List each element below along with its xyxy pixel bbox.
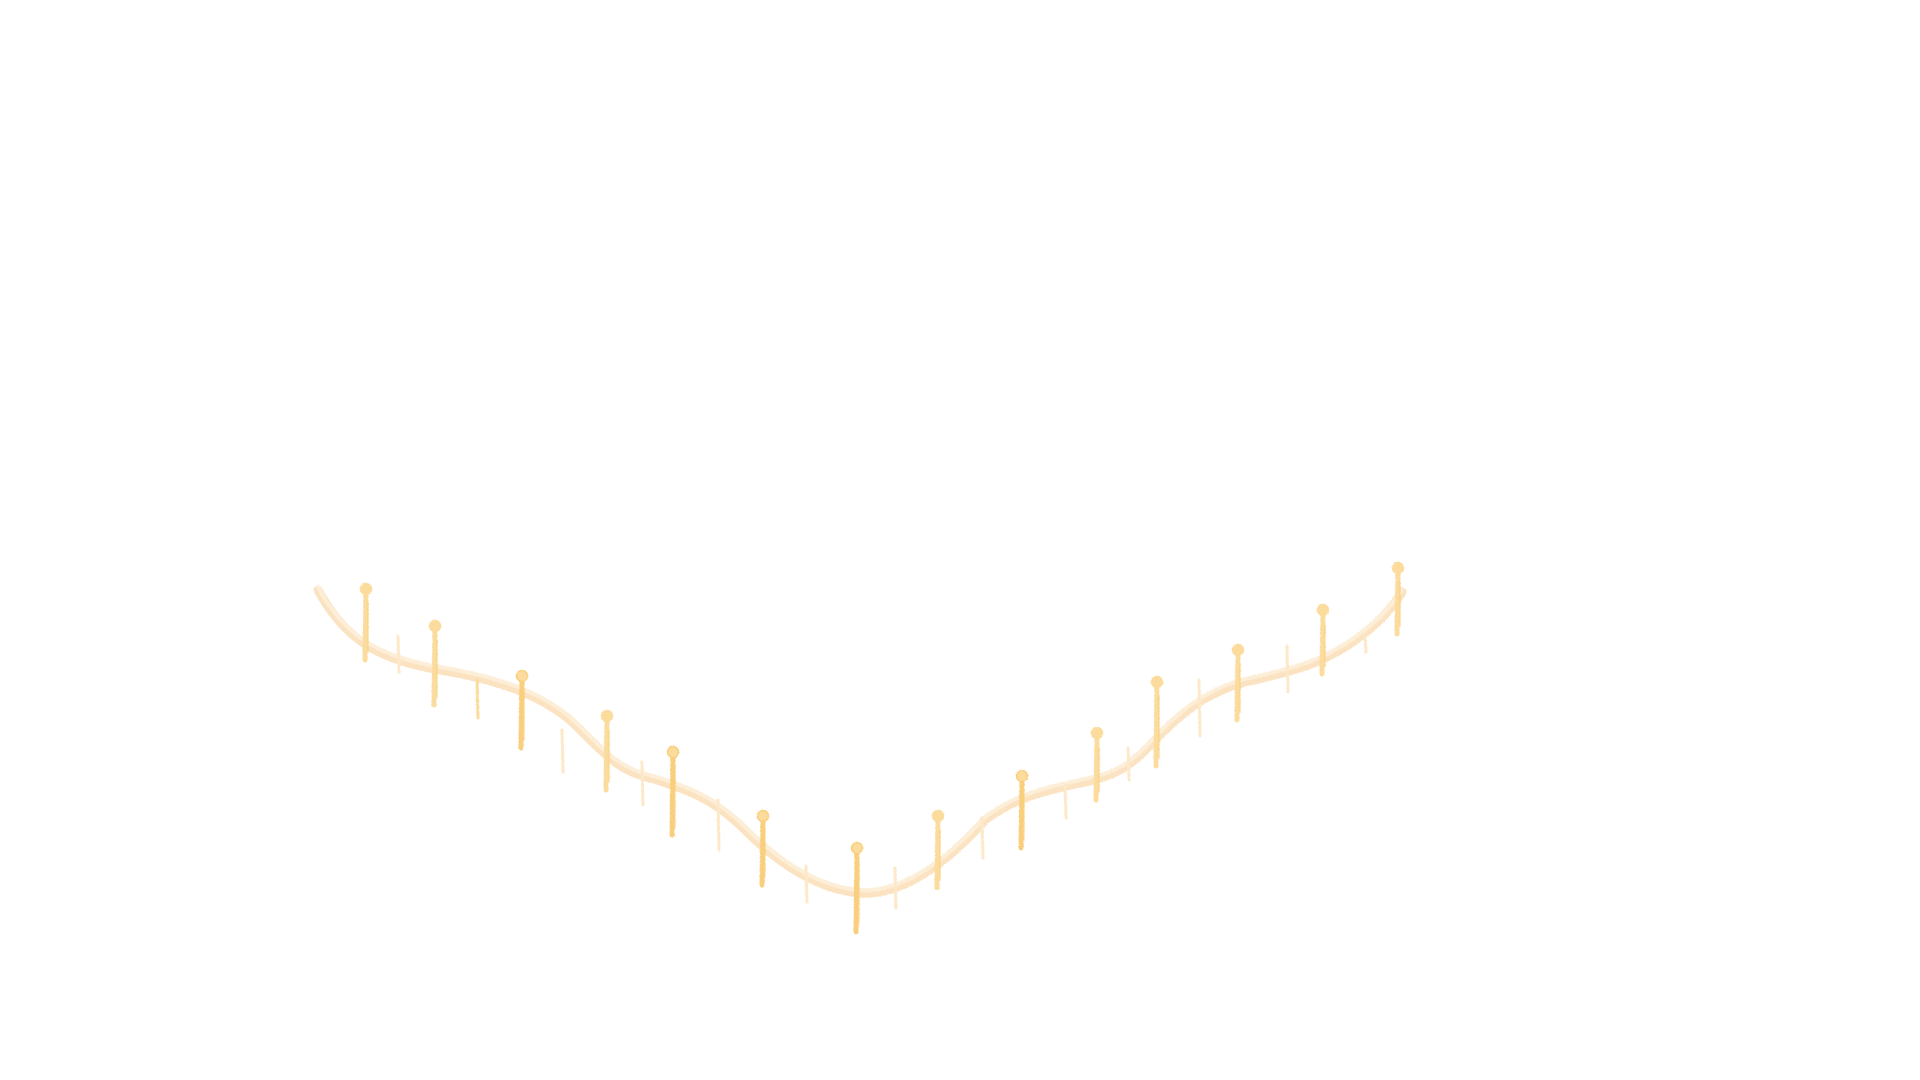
garland-light-cap (1150, 675, 1164, 689)
garland-light-stem (560, 728, 565, 774)
garland-light-cap (515, 669, 529, 683)
garland-light-bulb (666, 745, 680, 838)
garland-light-bulb (1015, 769, 1029, 851)
garland-light-stem (1363, 634, 1368, 654)
garland-light-bulb (1150, 675, 1164, 769)
garland-light-stem (396, 634, 401, 674)
garland-light-stem (1153, 681, 1160, 769)
garland-wire-group (313, 585, 1407, 898)
garland-light-cap (756, 809, 770, 823)
garland-light-stem (853, 847, 860, 935)
garland-light-stem (518, 675, 525, 751)
garland-light-stem (1234, 649, 1241, 723)
garland-light-stem (1285, 644, 1290, 694)
garland-light-bulb (396, 634, 401, 674)
garland-light-bulb (980, 816, 985, 860)
garland-light-bulb (1126, 746, 1131, 782)
garland-light-stem (934, 815, 941, 891)
garland-light-bulb (893, 866, 898, 910)
garland-light-stem (980, 816, 985, 860)
garland-light-bulb (1363, 634, 1368, 654)
garland-light-bulb (850, 841, 864, 935)
garland-light-bulb (560, 728, 565, 774)
garland-light-stem (1018, 775, 1025, 851)
garland-light-bulb (1316, 603, 1330, 677)
garland-light-bulb (1231, 643, 1245, 723)
garland-light-stem (603, 715, 610, 793)
garland-light-bulb (359, 582, 373, 663)
garland-light-cap (428, 619, 442, 633)
garland-light-stem (716, 798, 721, 852)
garland-light-bulb (475, 678, 480, 720)
garland-light-stem (1093, 732, 1100, 803)
garland-light-cap (666, 745, 680, 759)
garland-light-cap (1391, 561, 1405, 575)
garland-light-cap (1015, 769, 1029, 783)
garland-light-bulb (716, 798, 721, 852)
garland-light-cap (1316, 603, 1330, 617)
garland-lights-group (359, 561, 1405, 935)
garland-light-cap (850, 841, 864, 855)
garland-light-bulb (1063, 783, 1068, 820)
garland-light-stem (1319, 609, 1326, 677)
garland-light-stem (475, 678, 480, 720)
garland-light-cap (1090, 726, 1104, 740)
garland-light-bulb (1090, 726, 1104, 803)
garland-light-stem (1126, 746, 1131, 782)
garland-light-cap (931, 809, 945, 823)
garland-light-stem (1394, 567, 1401, 637)
garland-light-stem (804, 864, 809, 904)
garland-light-stem (431, 625, 438, 708)
garland-light-stem (640, 760, 645, 807)
garland-light-bulb (1285, 644, 1290, 694)
garland-wire (313, 585, 1407, 898)
garland-light-stem (893, 866, 898, 910)
garland-light-bulb (1197, 678, 1202, 738)
garland-light-cap (1231, 643, 1245, 657)
garland-light-bulb (515, 669, 529, 751)
garland-light-bulb (756, 809, 770, 888)
garland-light-stem (759, 815, 766, 888)
garland-light-cap (600, 709, 614, 723)
garland-light-cap (359, 582, 373, 596)
garland-light-stem (362, 588, 369, 663)
garland-light-bulb (804, 864, 809, 904)
garland-wire-highlight (316, 585, 1404, 893)
garland-light-bulb (428, 619, 442, 708)
garland-light-stem (669, 751, 676, 838)
garland-light-stem (1197, 678, 1202, 738)
garland-light-bulb (931, 809, 945, 891)
garland-light-bulb (600, 709, 614, 793)
garland-light-bulb (640, 760, 645, 807)
garland-light-bulb (1391, 561, 1405, 637)
garland-light-stem (1063, 783, 1068, 820)
